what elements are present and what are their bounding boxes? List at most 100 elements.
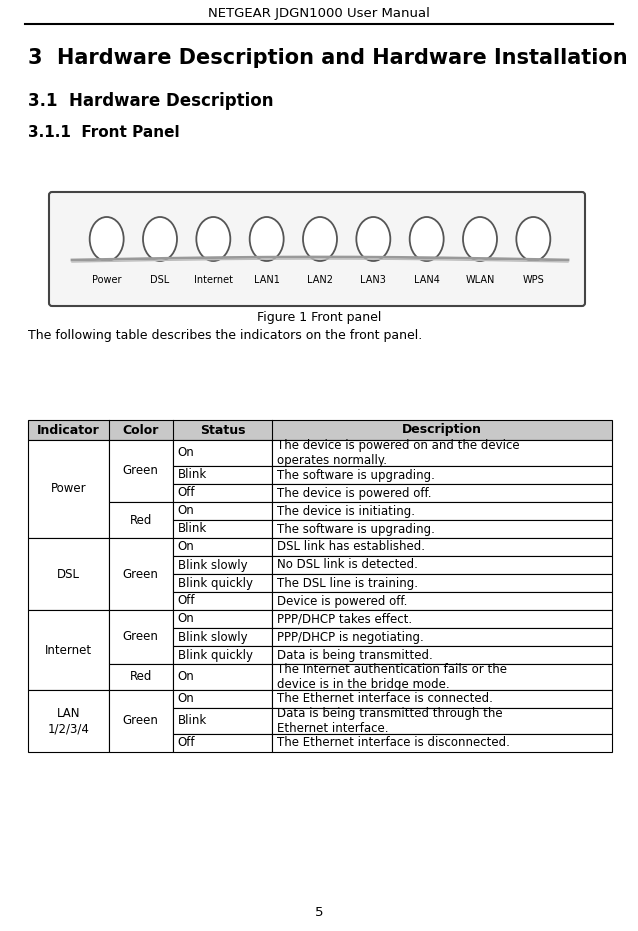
- Polygon shape: [173, 556, 272, 574]
- Polygon shape: [272, 520, 612, 538]
- Polygon shape: [173, 690, 272, 708]
- Text: Indicator: Indicator: [37, 424, 100, 437]
- Text: DSL: DSL: [151, 275, 170, 285]
- Text: Power: Power: [92, 275, 121, 285]
- Text: Red: Red: [130, 670, 152, 683]
- Polygon shape: [173, 610, 272, 628]
- Ellipse shape: [143, 217, 177, 261]
- Polygon shape: [28, 440, 108, 538]
- Text: On: On: [178, 693, 195, 706]
- Text: Data is being transmitted.: Data is being transmitted.: [277, 649, 433, 662]
- Text: NETGEAR JDGN1000 User Manual: NETGEAR JDGN1000 User Manual: [208, 7, 430, 20]
- Text: The device is powered off.: The device is powered off.: [277, 487, 432, 500]
- Text: 5: 5: [315, 906, 323, 919]
- Text: On: On: [178, 447, 195, 460]
- Text: On: On: [178, 613, 195, 626]
- Ellipse shape: [463, 217, 497, 261]
- Text: Green: Green: [122, 568, 159, 581]
- Text: PPP/DHCP is negotiating.: PPP/DHCP is negotiating.: [277, 630, 424, 643]
- Text: The Ethernet interface is disconnected.: The Ethernet interface is disconnected.: [277, 736, 510, 749]
- Text: Green: Green: [122, 465, 159, 478]
- Text: The software is upgrading.: The software is upgrading.: [277, 522, 435, 535]
- Polygon shape: [272, 556, 612, 574]
- Polygon shape: [108, 610, 173, 664]
- Polygon shape: [272, 708, 612, 734]
- Polygon shape: [173, 592, 272, 610]
- Text: The Ethernet interface is connected.: The Ethernet interface is connected.: [277, 693, 493, 706]
- Ellipse shape: [516, 217, 551, 261]
- Text: The device is powered on and the device
operates normally.: The device is powered on and the device …: [277, 439, 520, 467]
- Polygon shape: [28, 538, 108, 610]
- Text: LAN3: LAN3: [360, 275, 386, 285]
- Text: On: On: [178, 670, 195, 683]
- Text: WPS: WPS: [523, 275, 544, 285]
- Polygon shape: [272, 628, 612, 646]
- Polygon shape: [173, 664, 272, 690]
- Polygon shape: [173, 538, 272, 556]
- Text: Blink: Blink: [178, 714, 207, 727]
- Ellipse shape: [410, 217, 443, 261]
- Polygon shape: [173, 466, 272, 484]
- Text: 3.1.1  Front Panel: 3.1.1 Front Panel: [28, 125, 180, 140]
- Text: Description: Description: [402, 424, 482, 437]
- Polygon shape: [272, 664, 612, 690]
- FancyBboxPatch shape: [49, 192, 585, 306]
- Polygon shape: [108, 440, 173, 502]
- Text: LAN1: LAN1: [254, 275, 279, 285]
- Text: Green: Green: [122, 714, 159, 727]
- Polygon shape: [272, 574, 612, 592]
- Ellipse shape: [303, 217, 337, 261]
- Polygon shape: [28, 690, 108, 752]
- Text: Blink quickly: Blink quickly: [178, 649, 253, 662]
- Polygon shape: [108, 664, 173, 690]
- Text: The software is upgrading.: The software is upgrading.: [277, 468, 435, 481]
- Polygon shape: [108, 690, 173, 752]
- Text: The device is initiating.: The device is initiating.: [277, 505, 415, 518]
- Ellipse shape: [249, 217, 284, 261]
- Text: Power: Power: [50, 482, 86, 495]
- Text: Status: Status: [200, 424, 245, 437]
- Text: Figure 1 Front panel: Figure 1 Front panel: [257, 311, 381, 323]
- Text: Blink slowly: Blink slowly: [178, 559, 248, 572]
- Polygon shape: [173, 628, 272, 646]
- Polygon shape: [272, 690, 612, 708]
- Text: 3  Hardware Description and Hardware Installation: 3 Hardware Description and Hardware Inst…: [28, 48, 628, 68]
- Polygon shape: [272, 734, 612, 752]
- Polygon shape: [272, 440, 612, 466]
- Ellipse shape: [357, 217, 390, 261]
- Text: LAN
1/2/3/4: LAN 1/2/3/4: [47, 707, 89, 735]
- Text: LAN2: LAN2: [307, 275, 333, 285]
- Text: No DSL link is detected.: No DSL link is detected.: [277, 559, 418, 572]
- Polygon shape: [173, 440, 272, 466]
- Text: PPP/DHCP takes effect.: PPP/DHCP takes effect.: [277, 613, 412, 626]
- Text: Internet: Internet: [45, 643, 92, 656]
- Ellipse shape: [197, 217, 230, 261]
- Text: Off: Off: [178, 595, 195, 608]
- Text: WLAN: WLAN: [465, 275, 494, 285]
- Text: Green: Green: [122, 630, 159, 643]
- Polygon shape: [272, 610, 612, 628]
- Polygon shape: [272, 538, 612, 556]
- Polygon shape: [272, 592, 612, 610]
- Polygon shape: [173, 520, 272, 538]
- Text: On: On: [178, 541, 195, 554]
- Text: DSL: DSL: [57, 568, 80, 581]
- Text: Blink: Blink: [178, 522, 207, 535]
- Text: Off: Off: [178, 736, 195, 749]
- Text: Blink slowly: Blink slowly: [178, 630, 248, 643]
- Text: The Internet authentication fails or the
device is in the bridge mode.: The Internet authentication fails or the…: [277, 663, 507, 691]
- Text: Blink quickly: Blink quickly: [178, 576, 253, 589]
- Text: Off: Off: [178, 487, 195, 500]
- Ellipse shape: [90, 217, 124, 261]
- Polygon shape: [108, 502, 173, 538]
- Polygon shape: [173, 646, 272, 664]
- Text: LAN4: LAN4: [413, 275, 440, 285]
- Polygon shape: [28, 420, 612, 440]
- Text: On: On: [178, 505, 195, 518]
- Polygon shape: [173, 502, 272, 520]
- Text: The DSL line is training.: The DSL line is training.: [277, 576, 418, 589]
- Text: Red: Red: [130, 514, 152, 527]
- Polygon shape: [272, 502, 612, 520]
- Text: Data is being transmitted through the
Ethernet interface.: Data is being transmitted through the Et…: [277, 707, 503, 735]
- Text: Blink: Blink: [178, 468, 207, 481]
